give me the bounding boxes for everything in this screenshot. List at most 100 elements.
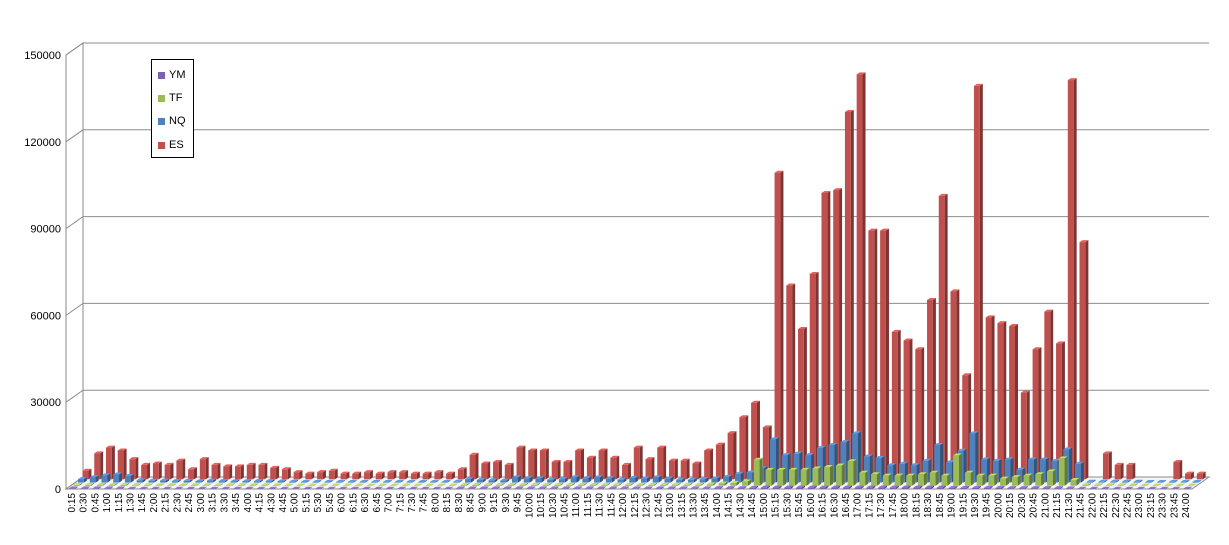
bar-es-15:30 — [798, 326, 807, 480]
bar-ym-12:00 — [620, 486, 630, 489]
bar-nq-9:00 — [488, 478, 498, 483]
x-tick-label: 13:15 — [677, 493, 688, 518]
x-tick-label: 19:15 — [958, 493, 969, 518]
x-tick-label: 2:15 — [161, 493, 172, 513]
bar-ym-20:15 — [1007, 486, 1017, 489]
x-tick-label: 16:15 — [818, 493, 829, 518]
legend-label-ym: YM — [169, 69, 186, 81]
bar-ym-8:45 — [467, 486, 477, 489]
bar-nq-21:45 — [1086, 479, 1096, 483]
x-tick-label: 11:30 — [595, 493, 606, 518]
bar-tf-8:00 — [437, 483, 446, 486]
bar-tf-8:15 — [448, 483, 458, 486]
bar-tf-5:00 — [296, 483, 306, 486]
bar-es-2:00 — [164, 462, 174, 480]
bar-tf-6:00 — [343, 483, 353, 486]
bars — [68, 72, 1206, 489]
bar-tf-10:30 — [554, 482, 564, 486]
x-tick-label: 18:30 — [923, 493, 934, 518]
bar-ym-21:45 — [1077, 486, 1087, 489]
bar-tf-12:00 — [624, 482, 634, 486]
bar-ym-16:30 — [831, 485, 841, 489]
bar-es-9:45 — [528, 448, 538, 480]
bar-tf-2:00 — [155, 483, 165, 486]
x-tick-label: 1:30 — [126, 493, 137, 513]
bar-es-13:30 — [704, 448, 714, 480]
bar-es-12:45 — [668, 458, 678, 480]
bar-tf-15:45 — [800, 467, 810, 486]
bar-tf-12:45 — [659, 482, 669, 486]
bar-tf-14:45 — [753, 457, 763, 486]
x-tick-label: 8:15 — [442, 493, 453, 513]
bar-es-13:15 — [692, 461, 702, 480]
bar-ym-10:00 — [526, 486, 536, 489]
bar-ym-10:45 — [561, 486, 571, 489]
bar-ym-6:15 — [350, 486, 360, 489]
bar-es-20:00 — [1009, 324, 1019, 480]
bar-ym-0:15 — [68, 486, 78, 489]
bar-es-7:00 — [399, 470, 409, 480]
legend-label-nq: NQ — [169, 115, 186, 127]
bar-es-4:30 — [281, 467, 291, 480]
bar-es-1:00 — [117, 448, 127, 480]
x-tick-label: 20:30 — [1017, 493, 1028, 518]
legend-item-ym: YM — [158, 68, 186, 82]
bar-nq-4:30 — [277, 479, 287, 483]
x-tick-label: 10:00 — [524, 493, 535, 518]
bar-ym-11:45 — [608, 486, 618, 489]
bar-es-7:15 — [410, 471, 420, 480]
bar-tf-23:15 — [1152, 483, 1162, 486]
x-tick-label: 12:30 — [642, 493, 653, 518]
bar-ym-11:00 — [573, 486, 583, 489]
x-tick-label: 4:00 — [243, 493, 254, 513]
x-tick-label: 16:00 — [806, 493, 817, 518]
bar-nq-21:30 — [1074, 461, 1084, 483]
x-tick-label: 12:00 — [618, 493, 629, 518]
bar-tf-19:15 — [964, 470, 974, 486]
bar-es-22:30 — [1126, 462, 1136, 480]
bar-nq-7:00 — [394, 480, 404, 483]
bar-ym-19:30 — [972, 485, 981, 489]
x-tick-label: 15:15 — [771, 493, 782, 518]
bar-tf-13:45 — [706, 482, 716, 486]
bar-tf-4:30 — [272, 483, 282, 486]
x-tick-label: 16:45 — [841, 493, 852, 518]
legend-label-tf: TF — [169, 92, 183, 104]
bar-tf-20:00 — [1000, 476, 1009, 486]
bar-tf-20:30 — [1023, 473, 1033, 486]
bar-nq-3:45 — [242, 479, 252, 483]
bar-ym-11:15 — [585, 486, 594, 489]
bar-es-7:30 — [422, 471, 432, 480]
bar-tf-9:15 — [495, 482, 505, 486]
bar-tf-21:00 — [1046, 469, 1056, 486]
bar-ym-18:00 — [901, 485, 911, 489]
x-tick-label: 23:15 — [1146, 493, 1157, 518]
bar-ym-20:45 — [1030, 486, 1040, 489]
bar-ym-9:00 — [479, 486, 489, 489]
bar-es-12:30 — [657, 445, 667, 480]
bar-tf-16:15 — [824, 464, 833, 486]
x-tick-label: 11:00 — [571, 493, 582, 518]
x-tick-label: 9:15 — [489, 493, 500, 513]
bar-es-4:15 — [270, 465, 280, 480]
bar-tf-0:15 — [73, 482, 83, 486]
bar-nq-7:30 — [418, 480, 428, 483]
bar-es-9:15 — [504, 462, 514, 480]
bar-tf-16:30 — [835, 463, 845, 486]
bar-tf-2:15 — [167, 483, 177, 486]
bar-ym-21:15 — [1054, 486, 1064, 489]
bar-nq-14:00 — [723, 474, 732, 483]
bar-tf-4:00 — [249, 483, 259, 486]
x-tick-label: 17:45 — [888, 493, 899, 518]
bar-es-2:15 — [176, 458, 186, 480]
bar-tf-8:45 — [472, 482, 482, 486]
bar-ym-8:00 — [432, 486, 442, 489]
bar-ym-11:30 — [596, 486, 606, 489]
bar-nq-2:15 — [171, 479, 181, 483]
bar-es-8:15 — [457, 467, 467, 480]
bar-ym-22:15 — [1101, 486, 1110, 489]
y-tick-label: 0 — [55, 484, 61, 496]
bar-nq-4:15 — [265, 479, 275, 483]
bar-nq-11:00 — [582, 476, 592, 483]
x-tick-label: 22:30 — [1111, 493, 1122, 518]
